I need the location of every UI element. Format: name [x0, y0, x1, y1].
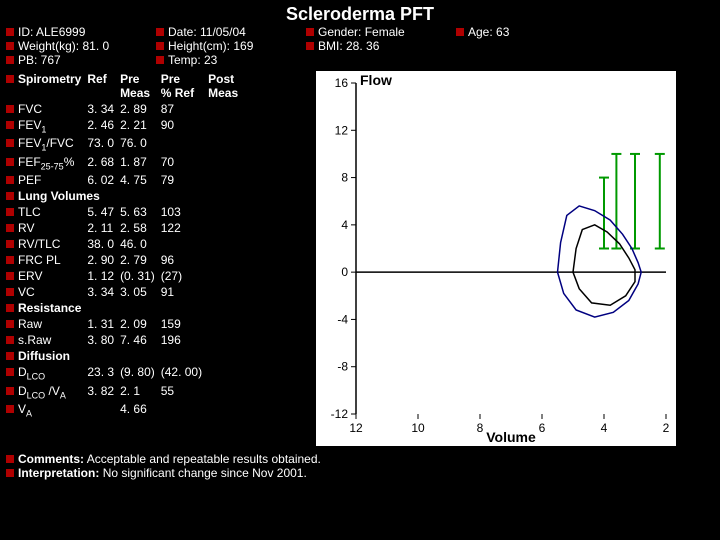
svg-text:Volume: Volume: [486, 429, 536, 445]
table-row: FRC PL2. 902. 7996: [6, 252, 244, 268]
svg-text:12: 12: [349, 421, 363, 435]
page-title: Scleroderma PFT: [0, 0, 720, 25]
svg-text:10: 10: [411, 421, 425, 435]
patient-field: PB: 767: [6, 53, 126, 67]
table-row: FEF25-75%2. 681. 8770: [6, 154, 244, 172]
svg-text:0: 0: [341, 265, 348, 279]
table-row: FEV12. 462. 2190: [6, 117, 244, 135]
table-row: VA4. 66: [6, 401, 244, 419]
patient-field: Gender: Female: [306, 25, 426, 39]
data-table: SpirometryRefPreMeasPre% RefPostMeasFVC3…: [6, 71, 316, 419]
table-row: RV/TLC38. 046. 0: [6, 236, 244, 252]
svg-text:-4: -4: [337, 312, 348, 326]
svg-text:Flow: Flow: [360, 72, 392, 88]
table-row: FVC3. 342. 8987: [6, 101, 244, 117]
table-row: Raw1. 312. 09159: [6, 316, 244, 332]
flow-volume-chart: -12 -8 -4 0 4 8 12 16 2 4 6 8 10 12 Flow Volume: [316, 71, 676, 446]
svg-text:4: 4: [601, 421, 608, 435]
patient-field: Weight(kg): 81. 0: [6, 39, 126, 53]
svg-text:2: 2: [663, 421, 670, 435]
svg-text:12: 12: [335, 123, 349, 137]
svg-text:8: 8: [477, 421, 484, 435]
patient-field: Temp: 23: [156, 53, 276, 67]
svg-text:-12: -12: [331, 407, 349, 421]
patient-field: Height(cm): 169: [156, 39, 276, 53]
svg-text:-8: -8: [337, 360, 348, 374]
svg-text:8: 8: [341, 171, 348, 185]
svg-text:4: 4: [341, 218, 348, 232]
patient-field: Date: 11/05/04: [156, 25, 276, 39]
table-row: VC3. 343. 0591: [6, 284, 244, 300]
table-row: DLCO23. 3(9. 80)(42. 00): [6, 364, 244, 382]
svg-text:16: 16: [335, 76, 349, 90]
table-row: s.Raw3. 807. 46196: [6, 332, 244, 348]
svg-text:6: 6: [539, 421, 546, 435]
patient-field: BMI: 28. 36: [306, 39, 426, 53]
patient-field: ID: ALE6999: [6, 25, 126, 39]
table-row: ERV1. 12(0. 31)(27): [6, 268, 244, 284]
comments-block: Comments: Acceptable and repeatable resu…: [0, 446, 720, 486]
patient-info-block: ID: ALE6999Weight(kg): 81. 0PB: 767 Date…: [0, 25, 720, 71]
table-row: PEF6. 024. 7579: [6, 172, 244, 188]
table-row: FEV1/FVC73. 076. 0: [6, 135, 244, 153]
table-row: RV2. 112. 58122: [6, 220, 244, 236]
table-row: DLCO /VA3. 822. 155: [6, 383, 244, 401]
patient-field: Age: 63: [456, 25, 576, 39]
table-row: TLC5. 475. 63103: [6, 204, 244, 220]
